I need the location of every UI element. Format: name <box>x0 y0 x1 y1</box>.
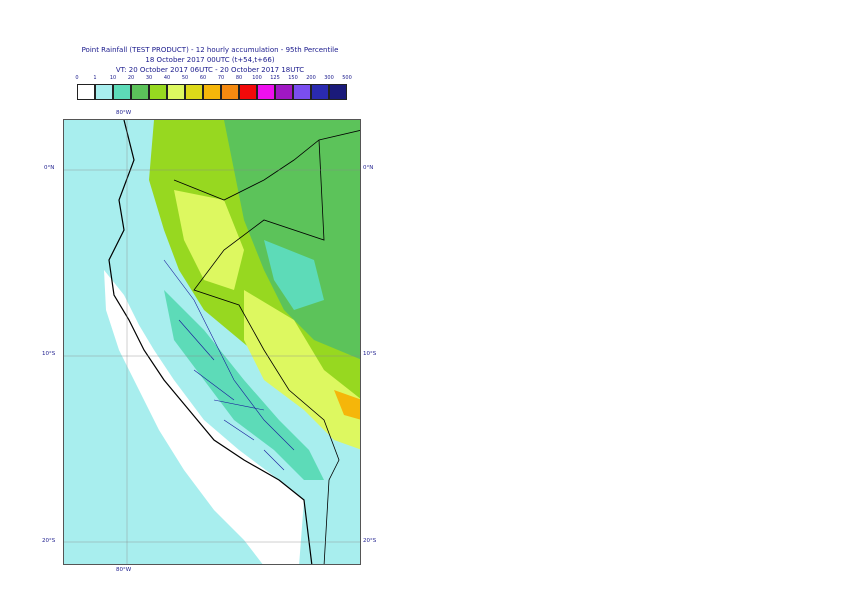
legend-label: 125 <box>270 75 280 81</box>
legend-swatch <box>257 84 275 100</box>
border-east <box>193 139 340 564</box>
legend-label: 60 <box>199 75 207 81</box>
lat-label-right-10: 10°S <box>363 351 377 357</box>
rainfall-map <box>63 119 361 565</box>
legend-swatch <box>149 84 167 100</box>
legend-swatch <box>77 84 95 100</box>
rain-10-20-andes <box>164 290 324 480</box>
rain-40-50-zone-central <box>244 290 360 450</box>
legend-label: 70 <box>217 75 225 81</box>
legend-swatch <box>311 84 329 100</box>
lon-label-top: 80°W <box>116 110 132 116</box>
legend-swatch <box>329 84 347 100</box>
legend-label: 1 <box>93 75 97 81</box>
legend-swatch <box>221 84 239 100</box>
legend-swatch <box>293 84 311 100</box>
admin-boundaries <box>163 259 295 451</box>
legend-label: 0 <box>75 75 79 81</box>
lat-label-left-0: 0°N <box>44 165 55 171</box>
rain-60-70-zone <box>334 390 360 420</box>
legend-label: 50 <box>181 75 189 81</box>
lat-label-left-10: 10°S <box>42 351 56 357</box>
legend-swatch <box>167 84 185 100</box>
coastline <box>108 120 313 564</box>
lat-label-left-20: 20°S <box>42 538 56 544</box>
lon-label-bottom: 80°W <box>116 567 132 573</box>
product-title: Point Rainfall (TEST PRODUCT) - 12 hourl… <box>81 46 339 54</box>
legend-label: 40 <box>163 75 171 81</box>
legend-label: 100 <box>252 75 262 81</box>
legend-swatch <box>185 84 203 100</box>
legend-label: 300 <box>324 75 334 81</box>
legend-swatch <box>203 84 221 100</box>
base-time: 18 October 2017 00UTC (t+54,t+66) <box>145 56 275 64</box>
legend-label: 150 <box>288 75 298 81</box>
validity-time: VT: 20 October 2017 06UTC - 20 October 2… <box>115 66 305 74</box>
map-canvas <box>64 120 360 564</box>
rain-40-50-zone-north <box>174 190 244 290</box>
legend-label: 500 <box>342 75 352 81</box>
lat-label-right-0: 0°N <box>363 165 374 171</box>
legend-swatch <box>95 84 113 100</box>
legend-label: 30 <box>145 75 153 81</box>
lat-label-right-20: 20°S <box>363 538 377 544</box>
rain-10-20-zone <box>264 240 324 310</box>
legend-label: 10 <box>109 75 117 81</box>
legend-label: 20 <box>127 75 135 81</box>
legend-label: 200 <box>306 75 316 81</box>
legend-label: 80 <box>235 75 243 81</box>
rain-20-30-zone <box>224 120 360 360</box>
legend-swatch <box>113 84 131 100</box>
legend-swatch <box>275 84 293 100</box>
legend-swatch <box>131 84 149 100</box>
legend-swatch <box>239 84 257 100</box>
colour-legend: 0 1 10 20 30 40 50 60 70 80 100 125 150 200 300 500 <box>75 75 352 101</box>
admin-boundaries-2 <box>178 319 285 471</box>
dry-coastal-zone <box>104 270 304 564</box>
